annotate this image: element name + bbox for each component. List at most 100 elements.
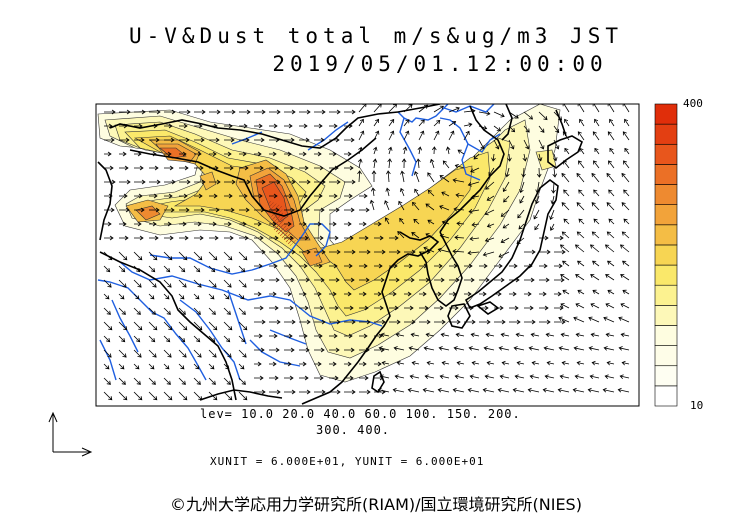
wind-arrow [522,153,528,162]
wind-arrow [133,377,141,385]
wind-arrow [535,181,540,194]
wind-arrow [449,305,459,311]
wind-arrow [618,316,630,323]
wind-arrow [329,165,339,171]
wind-arrow [623,218,630,225]
wind-arrow [284,333,293,339]
wind-arrow [209,165,219,171]
wind-arrow [515,332,525,338]
wind-arrow [357,158,363,169]
wind-arrow [395,332,405,338]
wind-arrow [621,360,630,366]
wind-arrow [148,265,156,273]
wind-arrow [223,377,231,385]
wind-arrow [223,349,232,358]
wind-arrow [404,291,412,297]
wind-arrow [134,123,143,129]
wind-arrow [357,170,362,183]
wind-arrow [554,305,564,311]
wind-arrow [284,165,294,171]
wind-arrow [593,189,600,197]
wind-arrow [359,389,371,395]
wind-arrow [148,321,158,331]
wind-arrow [284,151,292,157]
wind-arrow [524,319,536,325]
wind-arrow [133,391,143,401]
wind-arrow [469,236,480,242]
colorbar-swatch [654,284,678,306]
wind-arrow [284,319,296,325]
wind-arrow [163,391,173,401]
wind-arrow [623,189,630,197]
wind-arrow [118,279,127,288]
wind-arrow [374,319,386,325]
wind-arrow [284,207,295,213]
wind-arrow [576,172,585,183]
wind-arrow [164,221,172,227]
wind-arrow [209,207,220,213]
wind-arrow [284,389,296,395]
wind-arrow [344,361,352,367]
wind-arrow [103,321,113,331]
wind-arrow [329,123,338,129]
wind-arrow [554,291,562,297]
wind-arrow [224,207,235,213]
wind-arrow [437,247,450,253]
wind-arrow [374,305,384,311]
colorbar-swatch [654,164,678,185]
wind-arrow [329,277,340,283]
wind-arrow [523,125,530,133]
wind-arrow [588,346,600,351]
wind-arrow [238,363,245,370]
wind-arrow [238,321,248,331]
wind-arrow [119,151,127,157]
wind-arrow [208,265,216,273]
wind-arrow [479,263,488,269]
wind-arrow [438,346,450,351]
wind-arrow [104,109,116,115]
wind-arrow [528,346,540,351]
wind-arrow [513,346,525,351]
wind-arrow [385,187,390,197]
wind-arrow [179,109,191,115]
wind-arrow [179,207,190,213]
wind-arrow [119,193,128,199]
wind-arrow [410,332,420,338]
wind-arrow [603,316,615,323]
wind-arrow [424,374,435,379]
wind-arrow [118,377,126,385]
wind-arrow [527,387,540,393]
wind-arrow [254,375,264,381]
wind-arrow [621,202,630,211]
wind-arrow [604,244,615,253]
wind-arrow [485,181,495,190]
wind-arrow [254,193,263,199]
wind-arrow [413,218,420,225]
wind-arrow [456,221,465,226]
wind-arrow [209,137,220,143]
wind-arrow [593,160,600,169]
credit-line: ©九州大学応用力学研究所(RIAM)/国立環境研究所(NIES) [170,495,582,514]
wind-arrow [179,165,189,171]
map-title-line1: U-V&Dust total m/s&ug/m3 JST [128,24,623,48]
wind-arrow [499,374,510,379]
wind-arrow [470,167,480,173]
wind-arrow [224,235,234,241]
wind-arrow [554,319,566,325]
wind-arrow [224,109,236,115]
wind-arrow [329,361,337,367]
wind-arrow [103,349,112,358]
wind-arrow [463,130,470,141]
wind-arrow [238,265,246,273]
wind-arrow [464,291,472,297]
wind-arrow [299,123,308,129]
wind-arrow [606,172,615,183]
wind-arrow [404,277,415,283]
wind-arrow [239,221,247,227]
wind-arrow [479,291,487,297]
wind-arrow [531,360,540,366]
wind-arrow [554,235,564,241]
wind-arrow [452,178,465,183]
wind-arrow [209,109,221,115]
